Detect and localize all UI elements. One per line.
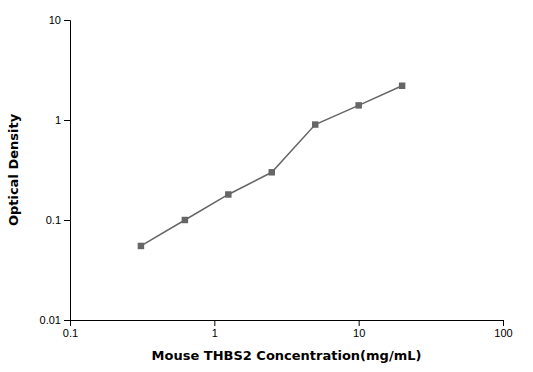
tick: 0.1	[46, 214, 70, 226]
tick: 0.1	[63, 320, 78, 339]
tick-label: 0.1	[63, 327, 78, 339]
tick-mark	[503, 320, 504, 326]
x-axis-title: Mouse THBS2 Concentration(mg/mL)	[152, 348, 422, 363]
tick-label: 0.01	[40, 314, 61, 326]
tick: 10	[49, 14, 70, 26]
plot: 0.11101000.010.1110	[40, 14, 513, 339]
tick-label: 10	[353, 327, 365, 339]
line	[141, 86, 402, 246]
marker	[225, 191, 231, 197]
tick: 1	[55, 114, 70, 126]
tick: 100	[494, 320, 512, 339]
marker	[312, 121, 318, 127]
marker	[269, 169, 275, 175]
x-axis: 0.1 1 10 100	[63, 320, 513, 339]
series	[138, 83, 406, 250]
marker	[138, 243, 144, 249]
tick: 0.01	[40, 314, 70, 326]
tick-mark	[64, 120, 70, 121]
y-axis-title: Optical Density	[6, 113, 21, 226]
marker	[355, 102, 361, 108]
marker	[399, 83, 405, 89]
chart: 0.11101000.010.1110Mouse THBS2 Concentra…	[0, 0, 533, 372]
tick-mark	[214, 320, 215, 326]
axis-line	[64, 21, 71, 321]
tick-label: 1	[55, 114, 61, 126]
axis-line	[71, 321, 504, 327]
y-axis: 0.01 0.1 1 10	[40, 14, 71, 326]
marker	[182, 217, 188, 223]
tick-label: 0.1	[46, 214, 61, 226]
tick-label: 1	[212, 327, 218, 339]
tick-mark	[64, 20, 70, 21]
tick: 10	[353, 320, 365, 339]
tick-label: 10	[49, 14, 61, 26]
tick-mark	[64, 320, 70, 321]
tick-mark	[359, 320, 360, 326]
tick-label: 100	[494, 327, 512, 339]
tick: 1	[212, 320, 218, 339]
tick-mark	[64, 220, 70, 221]
